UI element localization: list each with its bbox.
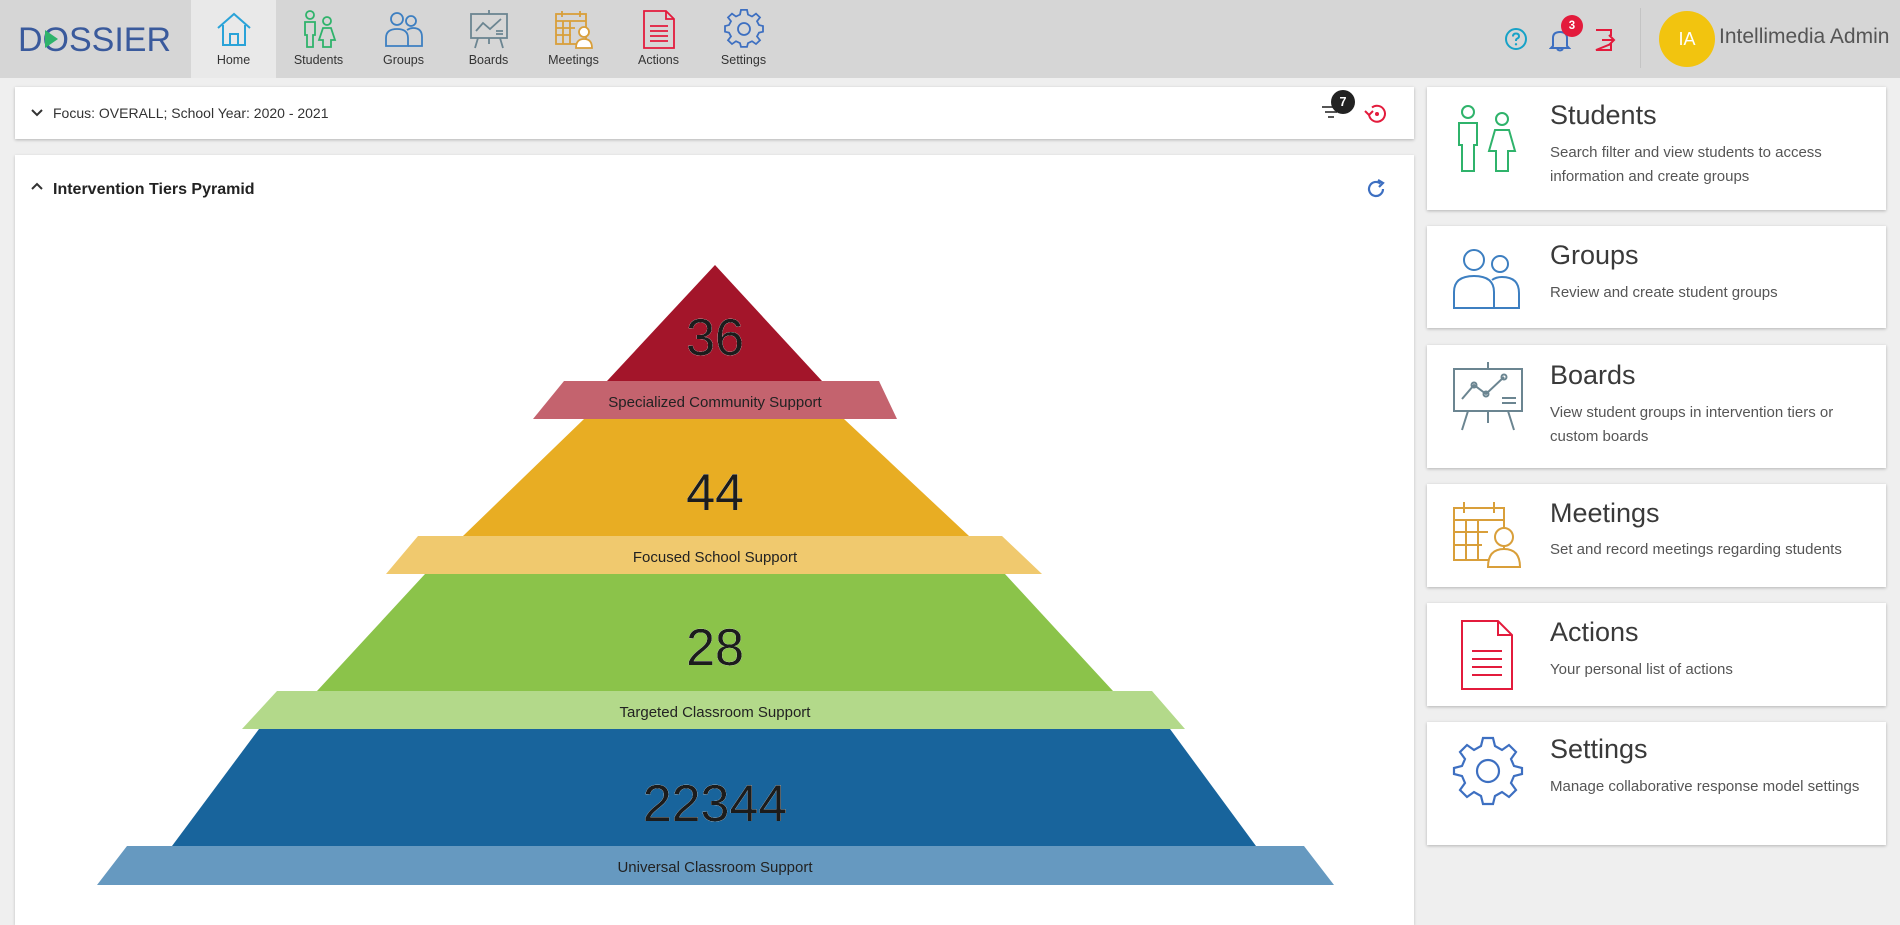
actions-icon — [643, 10, 675, 49]
nav-actions[interactable]: Actions — [616, 0, 701, 78]
tier-count: 44 — [686, 464, 744, 522]
card-actions[interactable]: Actions Your personal list of actions — [1427, 603, 1886, 706]
reset-filter-icon[interactable] — [1364, 102, 1388, 126]
nav-groups-label: Groups — [383, 53, 424, 67]
card-title: Settings — [1550, 734, 1648, 764]
card-title: Actions — [1550, 617, 1639, 647]
card-settings[interactable]: Settings Manage collaborative response m… — [1427, 722, 1886, 845]
card-description: View student groups in intervention tier… — [1550, 404, 1834, 445]
tier-targeted-classroom-support[interactable]: 28 Targeted Classroom Support — [242, 574, 1185, 729]
nav-boards[interactable]: Boards — [446, 0, 531, 78]
user-avatar[interactable]: IA — [1659, 11, 1715, 67]
students-icon — [1458, 105, 1517, 172]
boards-icon — [1453, 362, 1523, 431]
students-icon — [304, 10, 337, 48]
tier-label: Universal Classroom Support — [617, 859, 813, 876]
boards-icon — [470, 10, 508, 49]
card-boards[interactable]: Boards View student groups in interventi… — [1427, 345, 1886, 468]
card-description: Review and create student groups — [1550, 284, 1778, 301]
card-title: Boards — [1550, 360, 1636, 390]
groups-icon — [1453, 249, 1520, 309]
card-meetings[interactable]: Meetings Set and record meetings regardi… — [1427, 484, 1886, 587]
refresh-icon[interactable] — [1365, 178, 1387, 200]
nav-students[interactable]: Students — [276, 0, 361, 78]
notification-count-badge: 3 — [1561, 15, 1583, 37]
card-students[interactable]: Students Search filter and view students… — [1427, 87, 1886, 210]
logout-icon[interactable] — [1593, 28, 1617, 52]
tier-count: 22344 — [643, 775, 788, 833]
card-title: Students — [1550, 100, 1657, 130]
home-icon — [217, 12, 251, 46]
tier-count: 28 — [686, 619, 744, 677]
pyramid-title: Intervention Tiers Pyramid — [53, 181, 255, 198]
nav-home-label: Home — [216, 53, 251, 67]
tier-specialized-community-support[interactable]: 36 Specialized Community Support — [533, 265, 897, 419]
svg-text:DOSSIER: DOSSIER — [18, 21, 171, 59]
chevron-down-icon[interactable] — [30, 106, 44, 120]
settings-icon — [724, 8, 764, 48]
nav-boards-label: Boards — [468, 53, 509, 67]
card-title: Groups — [1550, 240, 1639, 270]
nav-meetings-label: Meetings — [548, 53, 599, 67]
tier-universal-classroom-support[interactable]: 22344 Universal Classroom Support — [97, 729, 1334, 885]
card-description: Search filter and view students to acces… — [1550, 144, 1822, 185]
nav-students-label: Students — [293, 53, 344, 67]
meetings-icon — [1453, 502, 1522, 568]
tier-label: Targeted Classroom Support — [620, 704, 812, 721]
user-name[interactable]: Intellimedia Admin — [1719, 25, 1890, 48]
groups-icon — [385, 12, 423, 47]
focus-bar: Focus: OVERALL; School Year: 2020 - 2021… — [15, 87, 1414, 139]
card-description: Your personal list of actions — [1550, 661, 1733, 678]
nav-settings-label: Settings — [720, 53, 767, 67]
tier-label: Focused School Support — [633, 549, 798, 566]
pyramid-card: Intervention Tiers Pyramid 36 Specialize… — [15, 155, 1414, 925]
tier-label: Specialized Community Support — [608, 394, 822, 411]
card-description: Set and record meetings regarding studen… — [1550, 541, 1842, 558]
settings-icon — [1452, 736, 1524, 806]
tier-count: 36 — [686, 309, 744, 367]
card-title: Meetings — [1550, 498, 1660, 528]
nav-actions-label: Actions — [638, 53, 679, 67]
nav-home[interactable]: Home — [191, 0, 276, 78]
chevron-up-icon[interactable] — [30, 179, 44, 193]
intervention-pyramid: 36 Specialized Community Support 44 Focu… — [97, 265, 1334, 885]
focus-summary[interactable]: Focus: OVERALL; School Year: 2020 - 2021 — [53, 105, 329, 121]
nav-settings[interactable]: Settings — [701, 0, 786, 78]
nav-groups[interactable]: Groups — [361, 0, 446, 78]
tier-focused-school-support[interactable]: 44 Focused School Support — [386, 419, 1042, 574]
topbar-divider — [1640, 8, 1641, 68]
top-navigation-bar: DOSSIER Home Students Groups — [0, 0, 1900, 78]
notification-bell-icon[interactable] — [1549, 28, 1571, 52]
filter-count-badge: 7 — [1331, 90, 1355, 114]
nav-meetings[interactable]: Meetings — [531, 0, 616, 78]
help-icon[interactable] — [1504, 27, 1528, 51]
actions-icon — [1461, 620, 1513, 690]
meetings-icon — [555, 11, 593, 49]
card-description: Manage collaborative response model sett… — [1550, 778, 1860, 795]
card-groups[interactable]: Groups Review and create student groups — [1427, 226, 1886, 328]
dossier-logo[interactable]: DOSSIER — [18, 20, 188, 60]
